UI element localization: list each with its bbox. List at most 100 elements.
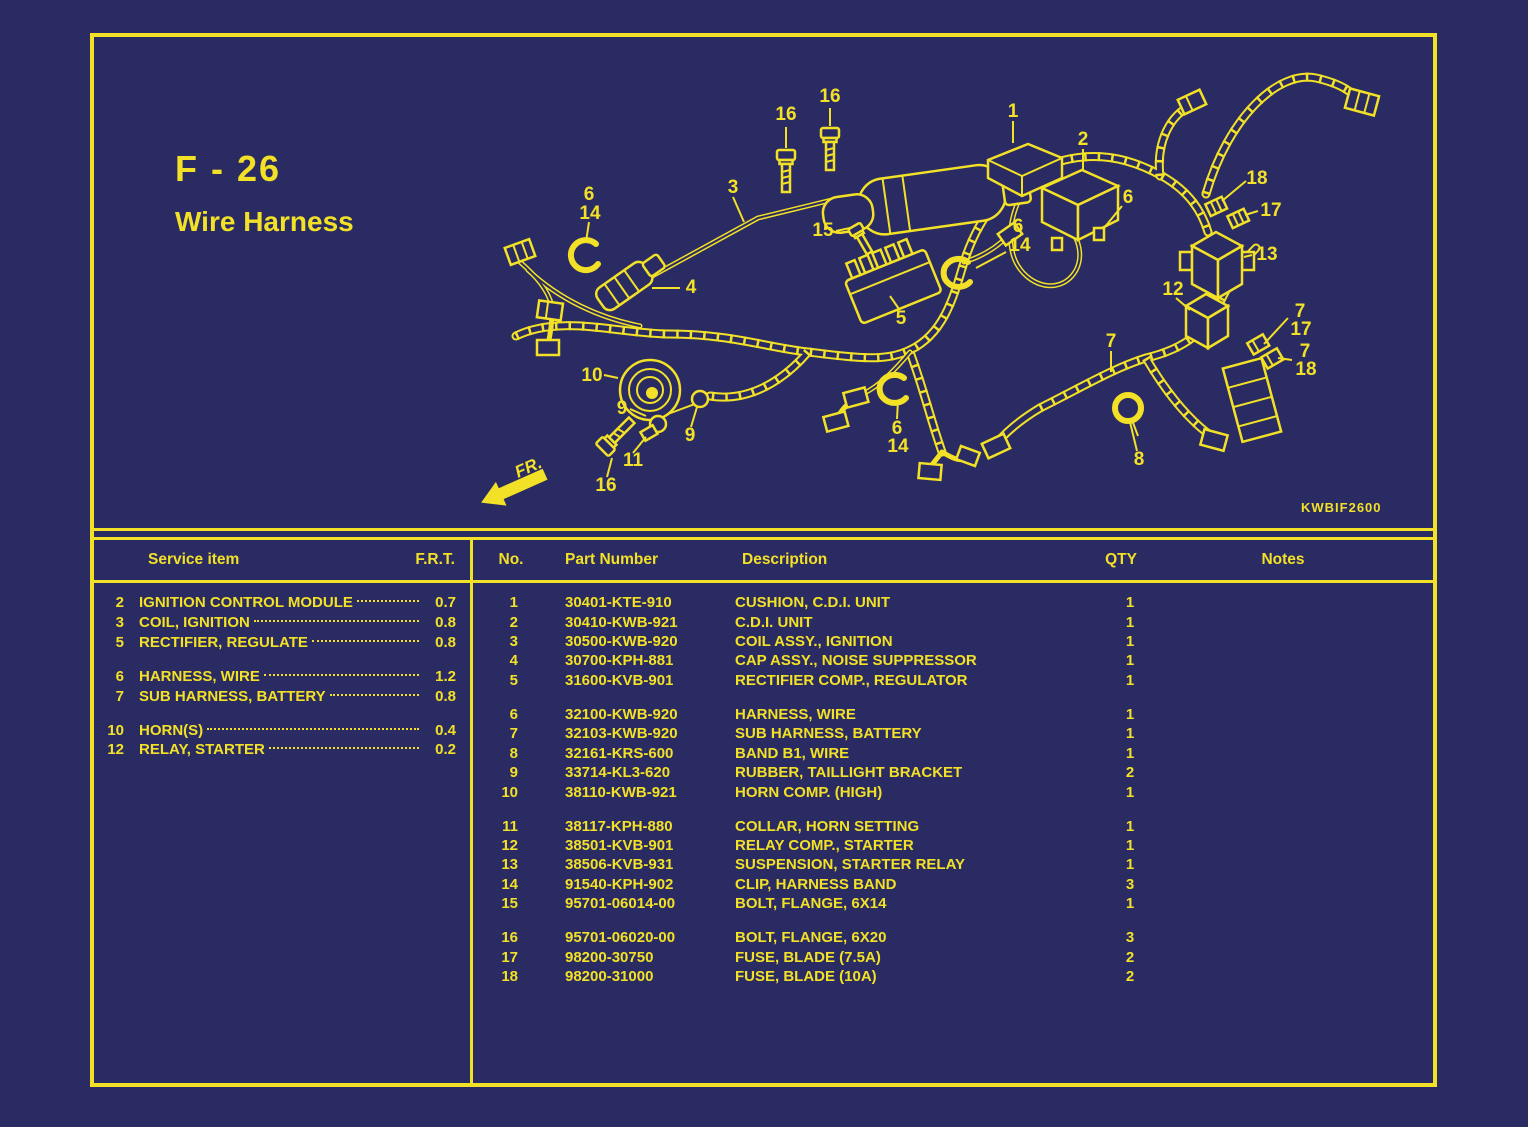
dot-leader	[207, 727, 419, 730]
diagram-table-separator	[92, 528, 1435, 531]
frt-header: F.R.T.	[415, 551, 455, 568]
callout-layer: 1616361441551261817136141277177181099111…	[579, 86, 1316, 496]
part-qty: 1	[1125, 632, 1135, 650]
part-description: FUSE, BLADE (10A)	[735, 968, 877, 986]
callout-6: 6	[1123, 187, 1134, 208]
parts-row: 13 38506-KVB-931 SUSPENSION, STARTER REL…	[485, 855, 1430, 874]
part-no: 7	[509, 725, 518, 743]
parts-row: 12 38501-KVB-901 RELAY COMP., STARTER 1	[485, 836, 1430, 855]
part-qty: 3	[1125, 875, 1135, 893]
dot-leader	[268, 747, 419, 750]
part-number: 38117-KPH-880	[565, 817, 673, 835]
figure-title: Wire Harness	[175, 206, 354, 237]
parts-row: 1 30401-KTE-910 CUSHION, C.D.I. UNIT 1	[485, 593, 1430, 612]
dot-leader	[311, 639, 419, 642]
part-description: BAND B1, WIRE	[735, 744, 850, 762]
service-frt: 1.2	[435, 667, 456, 685]
callout-6: 6	[1013, 216, 1024, 237]
callout-17: 17	[1260, 200, 1281, 221]
fr-arrow: FR.	[481, 453, 548, 506]
callout-18: 18	[1246, 168, 1267, 189]
callout-16: 16	[819, 86, 840, 107]
part-qty: 3	[1125, 929, 1135, 947]
part-number: 95701-06020-00	[565, 929, 676, 947]
part-qty: 1	[1125, 837, 1135, 855]
service-row: 6 HARNESS, WIRE 1.2	[100, 667, 456, 687]
table-top-rule	[92, 537, 1435, 540]
part-number: 30401-KTE-910	[565, 594, 672, 612]
service-frt: 0.8	[435, 614, 456, 632]
callout-7: 7	[1295, 301, 1306, 322]
description-header: Description	[742, 551, 828, 568]
callout-14: 14	[1009, 235, 1031, 256]
page-border	[90, 33, 1437, 1087]
part-no: 3	[509, 632, 518, 650]
part-description: COIL ASSY., IGNITION	[735, 632, 893, 650]
part-number: 95701-06014-00	[565, 895, 676, 913]
parts-row: 14 91540-KPH-902 CLIP, HARNESS BAND 3	[485, 875, 1430, 894]
part-description: CAP ASSY., NOISE SUPPRESSOR	[735, 652, 977, 670]
part-description: BOLT, FLANGE, 6X14	[735, 895, 887, 913]
wire-harness-diagram: 1616361441551261817136141277177181099111…	[481, 72, 1381, 506]
part-number: 38501-KVB-901	[565, 837, 674, 855]
parts-row: 18 98200-31000 FUSE, BLADE (10A) 2	[485, 967, 1430, 986]
callout-5: 5	[896, 308, 907, 329]
callout-17: 17	[1290, 319, 1311, 340]
fuse-box	[1221, 356, 1283, 444]
horn	[618, 358, 710, 443]
service-frt: 0.8	[435, 633, 456, 651]
part-number: 30700-KPH-881	[565, 652, 674, 670]
part-no: 5	[509, 671, 518, 689]
part-no: 6	[509, 705, 518, 723]
part-description: FUSE, BLADE (7.5A)	[735, 948, 881, 966]
callout-9: 9	[617, 398, 628, 419]
part-no: 15	[501, 895, 518, 913]
part-number: 33714-KL3-620	[565, 764, 671, 782]
horn-collar	[638, 423, 660, 443]
parts-row: 16 95701-06020-00 BOLT, FLANGE, 6X20 3	[485, 928, 1430, 947]
service-item-header: Service item	[148, 551, 240, 568]
service-name: COIL, IGNITION	[139, 614, 250, 632]
service-row: 7 SUB HARNESS, BATTERY 0.8	[100, 686, 456, 706]
part-no: 11	[502, 817, 518, 835]
parts-row: 6 32100-KWB-920 HARNESS, WIRE 1	[485, 705, 1430, 724]
part-qty: 1	[1125, 744, 1135, 762]
part-number: 32103-KWB-920	[565, 725, 678, 743]
part-number: 30410-KWB-921	[565, 613, 678, 631]
parts-row: 2 30410-KWB-921 C.D.I. UNIT 1	[485, 612, 1430, 631]
part-description: C.D.I. UNIT	[735, 613, 813, 631]
parts-row: 11 38117-KPH-880 COLLAR, HORN SETTING 1	[485, 817, 1430, 836]
dot-leader	[356, 600, 419, 603]
rectifier-regulator	[844, 237, 942, 325]
taillight-rubber	[690, 389, 710, 409]
part-no: 10	[501, 783, 518, 801]
part-number: 32100-KWB-920	[565, 705, 678, 723]
service-table: 2 IGNITION CONTROL MODULE 0.7 3 COIL, IG…	[100, 593, 456, 760]
part-no: 1	[509, 594, 518, 612]
dot-leader	[253, 620, 419, 623]
part-description: SUSPENSION, STARTER RELAY	[735, 856, 966, 874]
part-number: 30500-KWB-920	[565, 632, 678, 650]
part-description: BOLT, FLANGE, 6X20	[735, 929, 887, 947]
service-frt: 0.7	[435, 594, 456, 612]
part-number: 98200-30750	[565, 948, 654, 966]
part-qty: 1	[1125, 671, 1135, 689]
service-ref: 10	[107, 721, 124, 739]
flange-bolts	[595, 126, 874, 457]
dot-leader	[263, 673, 419, 676]
figure-code: F - 26	[175, 148, 282, 189]
service-name: HARNESS, WIRE	[139, 667, 260, 685]
parts-row: 3 30500-KWB-920 COIL ASSY., IGNITION 1	[485, 632, 1430, 651]
callout-16: 16	[595, 475, 616, 496]
part-number: 38110-KWB-921	[565, 783, 677, 801]
part-description: HORN COMP. (HIGH)	[735, 783, 883, 801]
part-number: 98200-31000	[565, 968, 654, 986]
service-row: 10 HORN(S) 0.4	[100, 720, 456, 740]
service-frt: 0.2	[435, 741, 456, 759]
part-qty: 1	[1125, 725, 1135, 743]
part-description: CLIP, HARNESS BAND	[735, 875, 897, 893]
part-qty: 1	[1125, 594, 1135, 612]
part-no: 9	[509, 764, 518, 782]
part-no: 4	[509, 652, 518, 670]
